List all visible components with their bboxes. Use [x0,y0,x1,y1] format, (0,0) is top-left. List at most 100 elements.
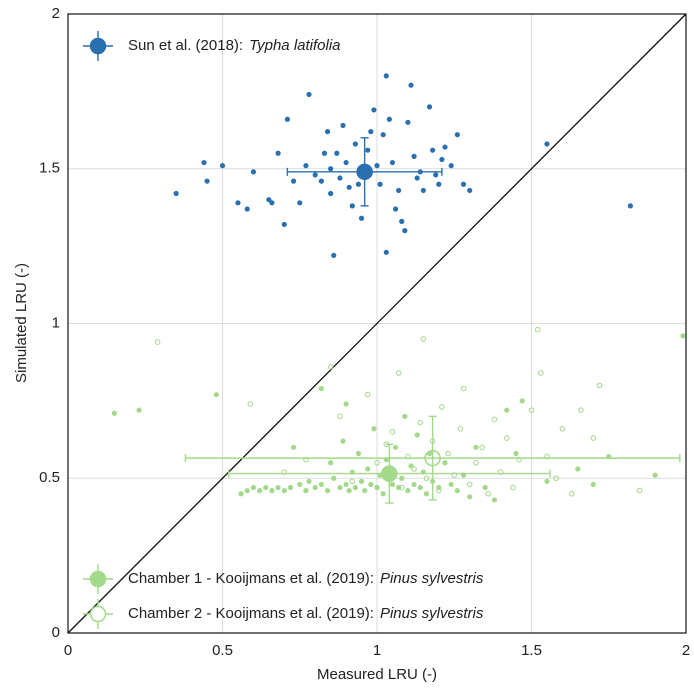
scatter-point [219,163,226,169]
x-tick-label: 1.5 [521,642,542,659]
scatter-point [426,104,433,110]
scatter-point [154,339,161,345]
scatter-point [111,410,117,416]
scatter-point [201,159,207,166]
scatter-point [590,435,597,441]
legend-marker [89,605,107,623]
scatter-point [269,488,275,494]
scatter-point [454,488,460,494]
scatter-point [371,426,377,432]
scatter-point [405,453,411,460]
scatter-point [553,475,560,482]
scatter-point [448,481,454,488]
scatter-point [365,466,371,472]
scatter-point [374,163,380,169]
scatter-point [473,459,479,466]
scatter-point [537,370,544,376]
scatter-point [290,178,297,184]
scatter-point [627,203,633,209]
scatter-point [389,481,396,488]
scatter-point [343,481,349,488]
scatter-point [303,456,309,463]
scatter-point [504,407,510,413]
x-tick-label: 0.5 [212,642,233,659]
scatter-point [513,450,519,457]
scatter-point [559,425,566,432]
scatter-point [331,475,337,481]
scatter-point [590,481,596,488]
legend-species: Pinus sylvestris [380,570,484,587]
scatter-point [306,478,312,484]
scatter-point [420,187,426,194]
scatter-point [405,488,411,494]
scatter-point [516,456,522,463]
scatter-point [238,491,244,497]
scatter-point [491,416,498,423]
scatter-point [318,481,324,488]
scatter-point [364,391,371,398]
scatter-point [482,484,488,491]
scatter-point [395,370,402,376]
scatter-point [281,488,287,494]
scatter-point [331,252,337,259]
y-tick-label: 0.5 [39,469,60,486]
y-axis-label: Simulated LRU (-) [13,263,30,383]
scatter-point [399,218,405,224]
scatter-point [306,91,312,98]
scatter-point [473,444,479,450]
scatter-point [284,116,290,122]
scatter-point [442,460,448,466]
scatter-point [281,469,288,475]
scatter-point [340,122,346,129]
scatter-point [362,488,368,494]
x-axis-label: Measured LRU (-) [317,666,437,683]
scatter-point [466,481,473,488]
scatter-point [544,141,550,147]
x-tick-label: 1 [373,642,381,659]
scatter-point [355,181,362,187]
scatter-point [275,484,281,491]
legend-species: Pinus sylvestris [380,605,484,622]
scatter-point [287,484,294,491]
scatter-point [448,163,454,169]
scatter-point [250,484,256,491]
legend-name: Sun et al. (2018): [128,37,243,54]
scatter-point [374,484,380,491]
scatter-point [371,107,377,113]
scatter-point [636,487,643,494]
scatter-point [433,172,439,178]
scatter-point [417,419,424,426]
scatter-point [256,488,263,494]
mean-point [424,449,441,467]
scatter-point [510,484,516,491]
scatter-point [423,491,430,497]
scatter-point [318,385,324,392]
scatter-point [383,249,389,255]
legend-marker [89,570,107,588]
scatter-point [328,460,334,466]
scatter-point [544,453,550,460]
scatter-point [263,484,269,491]
scatter-point [405,119,411,125]
mean-point [381,465,398,482]
scatter-point [497,469,504,475]
scatter-point [312,484,318,491]
scatter-point [445,450,451,457]
y-tick-label: 1 [52,314,60,331]
scatter-point [244,206,250,212]
one-to-one-line [67,13,687,634]
scatter-point [355,450,362,457]
scatter-point [275,150,281,156]
scatter-point [578,407,584,413]
scatter-point [460,385,467,392]
scatter-point [420,336,427,342]
scatter-point [411,466,417,472]
scatter-point [312,172,318,178]
legend-label: Chamber 1 - Kooijmans et al. (2019): Pinu… [128,570,484,587]
scatter-point [408,82,414,88]
scatter-point [436,181,442,187]
scatter-point [136,407,142,413]
scatter-point [343,159,349,166]
scatter-point [442,144,448,150]
scatter-point [337,175,343,181]
